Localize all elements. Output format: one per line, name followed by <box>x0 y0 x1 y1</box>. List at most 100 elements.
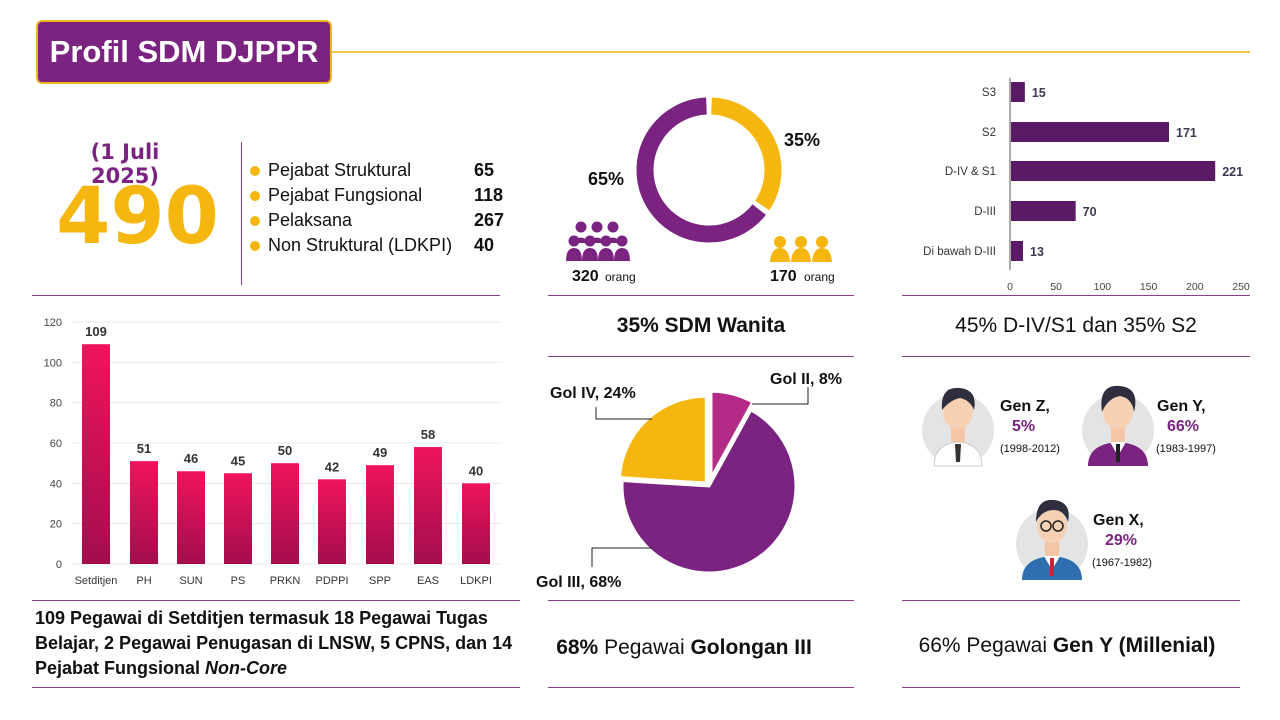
leader-line-gol-iii <box>591 547 652 567</box>
pie-slice-gol-iii <box>620 407 798 575</box>
section-rule <box>548 295 854 296</box>
y-tick-label: 120 <box>44 317 62 329</box>
donut-slice-pria <box>636 97 766 243</box>
unit-value-label: 46 <box>184 451 198 466</box>
setditjen-note: 109 Pegawai di Setditjen termasuk 18 Peg… <box>35 606 515 681</box>
section-rule <box>32 600 520 601</box>
gen-y-avatar-icon <box>1082 385 1154 466</box>
unit-value-label: 50 <box>278 443 292 458</box>
gen-z-avatar-icon <box>922 387 994 467</box>
breakdown-value: 118 <box>474 185 504 205</box>
section-rule <box>548 356 854 357</box>
education-category-label: D-IV & S1 <box>945 166 996 178</box>
breakdown-label: Pejabat Fungsional <box>268 185 423 205</box>
y-tick-label: 20 <box>50 519 62 531</box>
men-count: 320 <box>572 268 599 285</box>
bullet-dot-icon <box>250 240 260 251</box>
section-rule <box>902 600 1240 601</box>
pie-label-gol-iii: Gol III, 68% <box>536 574 621 591</box>
education-category-label: S2 <box>982 127 996 139</box>
education-bar <box>1011 161 1216 181</box>
x-tick-label: 150 <box>1140 281 1158 293</box>
setditjen-note-italic: Non-Core <box>205 658 288 678</box>
education-value-label: 171 <box>1176 126 1197 140</box>
generation-caption-plain: 66% Pegawai <box>918 634 1053 657</box>
education-caption: 45% D-IV/S1 dan 35% S2 <box>955 314 1197 337</box>
unit-category-label: PRKN <box>270 575 301 587</box>
gen-y-pct: 66% <box>1167 418 1200 435</box>
education-category-label: Di bawah D-III <box>923 246 996 258</box>
unit-value-label: 49 <box>373 445 387 460</box>
title-rule <box>332 51 1250 53</box>
gender-caption: 35% SDM Wanita <box>616 314 786 337</box>
gen-z-range: (1998-2012) <box>1000 443 1060 455</box>
pie-label-gol-iv: Gol IV, 24% <box>550 385 636 402</box>
unit-value-label: 42 <box>325 459 339 474</box>
y-tick-label: 100 <box>44 357 62 369</box>
x-tick-label: 200 <box>1186 281 1204 293</box>
unit-category-label: PS <box>231 575 246 587</box>
gen-y-name: Gen Y, <box>1157 398 1206 415</box>
golongan-pie-chart: Gol II, 8% Gol IV, 24% Gol III, 68% <box>536 371 842 591</box>
generation-caption: 66% Pegawai Gen Y (Millenial) <box>902 634 1232 658</box>
y-tick-label: 0 <box>56 559 62 571</box>
education-value-label: 221 <box>1222 165 1243 179</box>
unit-category-label: SUN <box>179 575 202 587</box>
education-value-label: 13 <box>1030 245 1044 259</box>
leader-line-gol-ii <box>752 387 809 405</box>
unit-bar <box>82 344 110 564</box>
education-bar <box>1011 201 1076 221</box>
breakdown-value: 40 <box>474 235 495 255</box>
education-bar-chart: S3 15 S2 171 D-IV & S1 221 D-III 70 Di bawah D-I… <box>923 78 1250 293</box>
gen-z-name: Gen Z, <box>1000 398 1050 415</box>
gen-x-avatar-icon <box>1016 499 1088 580</box>
pie-slice-gol-iv <box>617 394 708 485</box>
golongan-caption-pct: 68% <box>556 636 599 659</box>
section-rule <box>32 295 500 296</box>
section-rule <box>902 687 1240 688</box>
total-employee-count: 490 <box>56 172 219 262</box>
breakdown-label: Non Struktural (LDKPI) <box>268 235 453 255</box>
golongan-caption-bold: Golongan III <box>690 636 812 659</box>
education-bar <box>1011 82 1025 102</box>
breakdown-item: Non Struktural (LDKPI) 40 <box>250 233 520 258</box>
bullet-dot-icon <box>250 215 260 226</box>
x-tick-label: 50 <box>1050 281 1062 293</box>
bullet-dot-icon <box>250 190 260 201</box>
leader-line-gol-iv <box>595 407 652 420</box>
breakdown-value: 267 <box>474 210 505 230</box>
y-tick-label: 80 <box>50 398 62 410</box>
total-date: (1 Juli 2025) <box>90 140 160 188</box>
gen-x-name: Gen X, <box>1093 512 1144 529</box>
unit-category-label: Setditjen <box>75 575 118 587</box>
donut-slice-wanita <box>710 97 782 211</box>
unit-category-label: LDKPI <box>460 575 492 587</box>
unit-bar <box>462 483 490 564</box>
men-group-icon <box>566 221 630 261</box>
unit-bar <box>130 461 158 564</box>
unit-value-label: 45 <box>231 453 245 468</box>
breakdown-value: 65 <box>474 160 495 180</box>
setditjen-note-text: 109 Pegawai di Setditjen termasuk 18 Peg… <box>35 608 513 678</box>
section-rule <box>548 687 854 688</box>
unit-category-label: SPP <box>369 575 391 587</box>
unit-bar <box>271 463 299 564</box>
education-bar <box>1011 122 1170 142</box>
education-category-label: D-III <box>974 206 996 218</box>
pie-label-gol-ii: Gol II, 8% <box>770 371 842 388</box>
section-rule <box>548 600 854 601</box>
education-category-label: S3 <box>982 87 996 99</box>
x-tick-label: 250 <box>1232 281 1250 293</box>
y-tick-label: 60 <box>50 438 62 450</box>
breakdown-label: Pejabat Struktural <box>268 160 412 180</box>
unit-category-label: PDPPI <box>315 575 348 587</box>
bullet-dot-icon <box>250 165 260 176</box>
donut-label-men: 65% <box>588 169 624 189</box>
men-count-unit: orang <box>605 270 636 284</box>
position-breakdown-list: Pejabat Struktural 65 Pejabat Fungsional 1… <box>250 158 520 258</box>
total-divider <box>241 142 242 285</box>
gen-x-pct: 29% <box>1105 532 1138 549</box>
y-tick-label: 40 <box>50 478 62 490</box>
generation-caption-bold: Gen Y (Millenial) <box>1052 634 1216 657</box>
unit-category-label: PH <box>136 575 151 587</box>
